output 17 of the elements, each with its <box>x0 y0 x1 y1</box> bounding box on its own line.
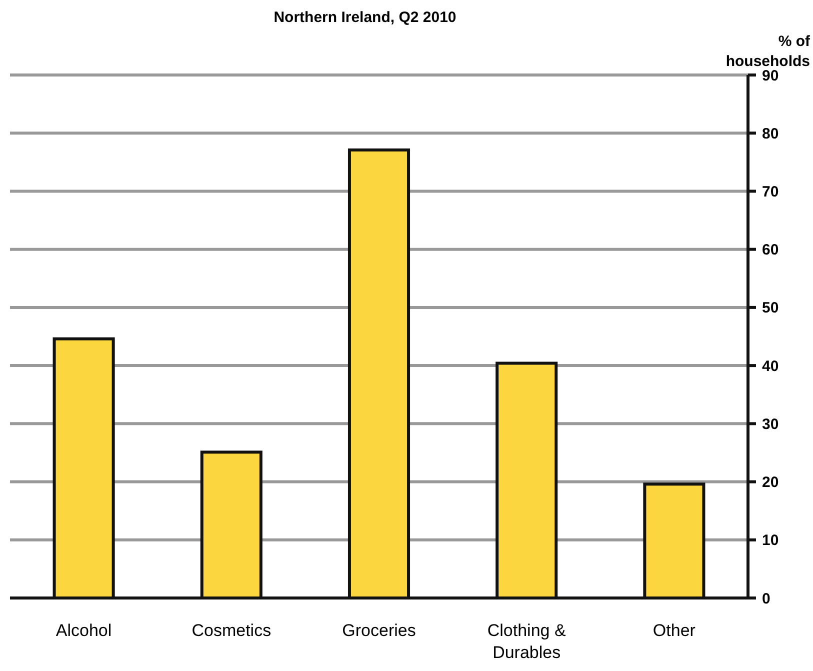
y-tick-label: 40 <box>762 358 779 375</box>
y-tick-label: 60 <box>762 242 779 259</box>
y-tick-label: 50 <box>762 300 779 317</box>
y-tick-label: 90 <box>762 67 779 84</box>
y-tick-label: 30 <box>762 416 779 433</box>
x-tick-label: Cosmetics <box>192 621 272 640</box>
y-axis-title: % of households <box>726 33 811 70</box>
x-tick-label: Groceries <box>342 621 416 640</box>
x-tick-label: Clothing & Durables <box>487 621 566 662</box>
y-tick-label: 0 <box>762 590 770 608</box>
y-tick-label: 10 <box>762 532 779 550</box>
y-tick-label: 70 <box>762 183 779 200</box>
x-tick-label: Alcohol <box>56 621 112 640</box>
y-tick-label: 20 <box>762 474 779 492</box>
x-tick-label: Other <box>652 621 696 640</box>
y-tick-label: 80 <box>762 125 779 142</box>
chart-title: Northern Ireland, Q2 2010 <box>274 9 456 26</box>
